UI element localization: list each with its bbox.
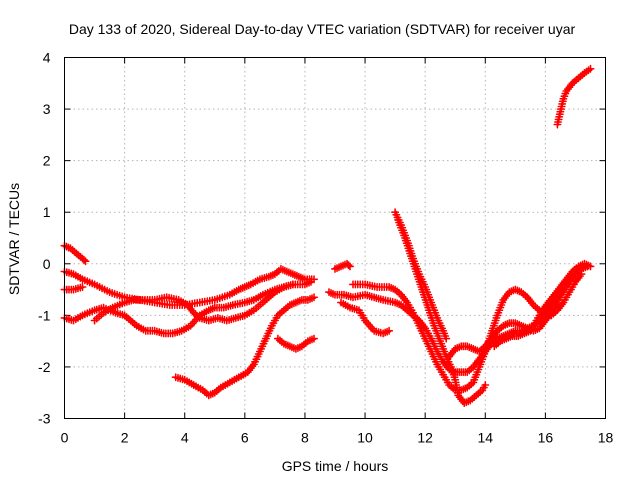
x-tick-label: 8 [301,430,309,446]
x-tick-label: 16 [538,430,554,446]
axis-ticks [64,57,606,419]
x-tick-label: 14 [477,430,493,446]
y-tick-label: -2 [38,359,51,375]
data-series-track-n [445,277,574,361]
x-tick-label: 0 [61,430,69,446]
grid [64,57,606,419]
data-series-track-e [90,280,297,325]
data-series-track-a [60,241,90,266]
y-tick-label: 2 [43,153,51,169]
y-axis-label: SDTVAR / TECUs [6,183,22,295]
data-series-track-g [273,334,318,353]
x-tick-label: 18 [598,430,614,446]
y-tick-label: 1 [43,204,51,220]
y-tick-label: 0 [43,256,51,272]
y-tick-label: -1 [38,307,51,323]
data-series-track-f [171,293,318,400]
data-series-track-m [394,216,490,407]
x-axis-label: GPS time / hours [282,458,389,474]
x-tick-label: 10 [357,430,373,446]
y-tick-label: -3 [38,411,51,427]
data-series-track-p [553,64,595,129]
y-tick-label: 3 [43,101,51,117]
data-series-track-o [490,259,595,351]
data-series-track-k [349,270,586,395]
x-tick-label: 2 [121,430,129,446]
x-tick-label: 4 [181,430,189,446]
y-tick-label: 4 [43,50,51,66]
x-tick-label: 6 [241,430,249,446]
chart-title: Day 133 of 2020, Sidereal Day-to-day VTE… [69,21,576,37]
plot-frame [64,57,606,419]
data-series-track-j [337,298,394,338]
data-series [60,64,595,407]
x-tick-label: 12 [417,430,433,446]
data-series-track-i [331,259,354,273]
